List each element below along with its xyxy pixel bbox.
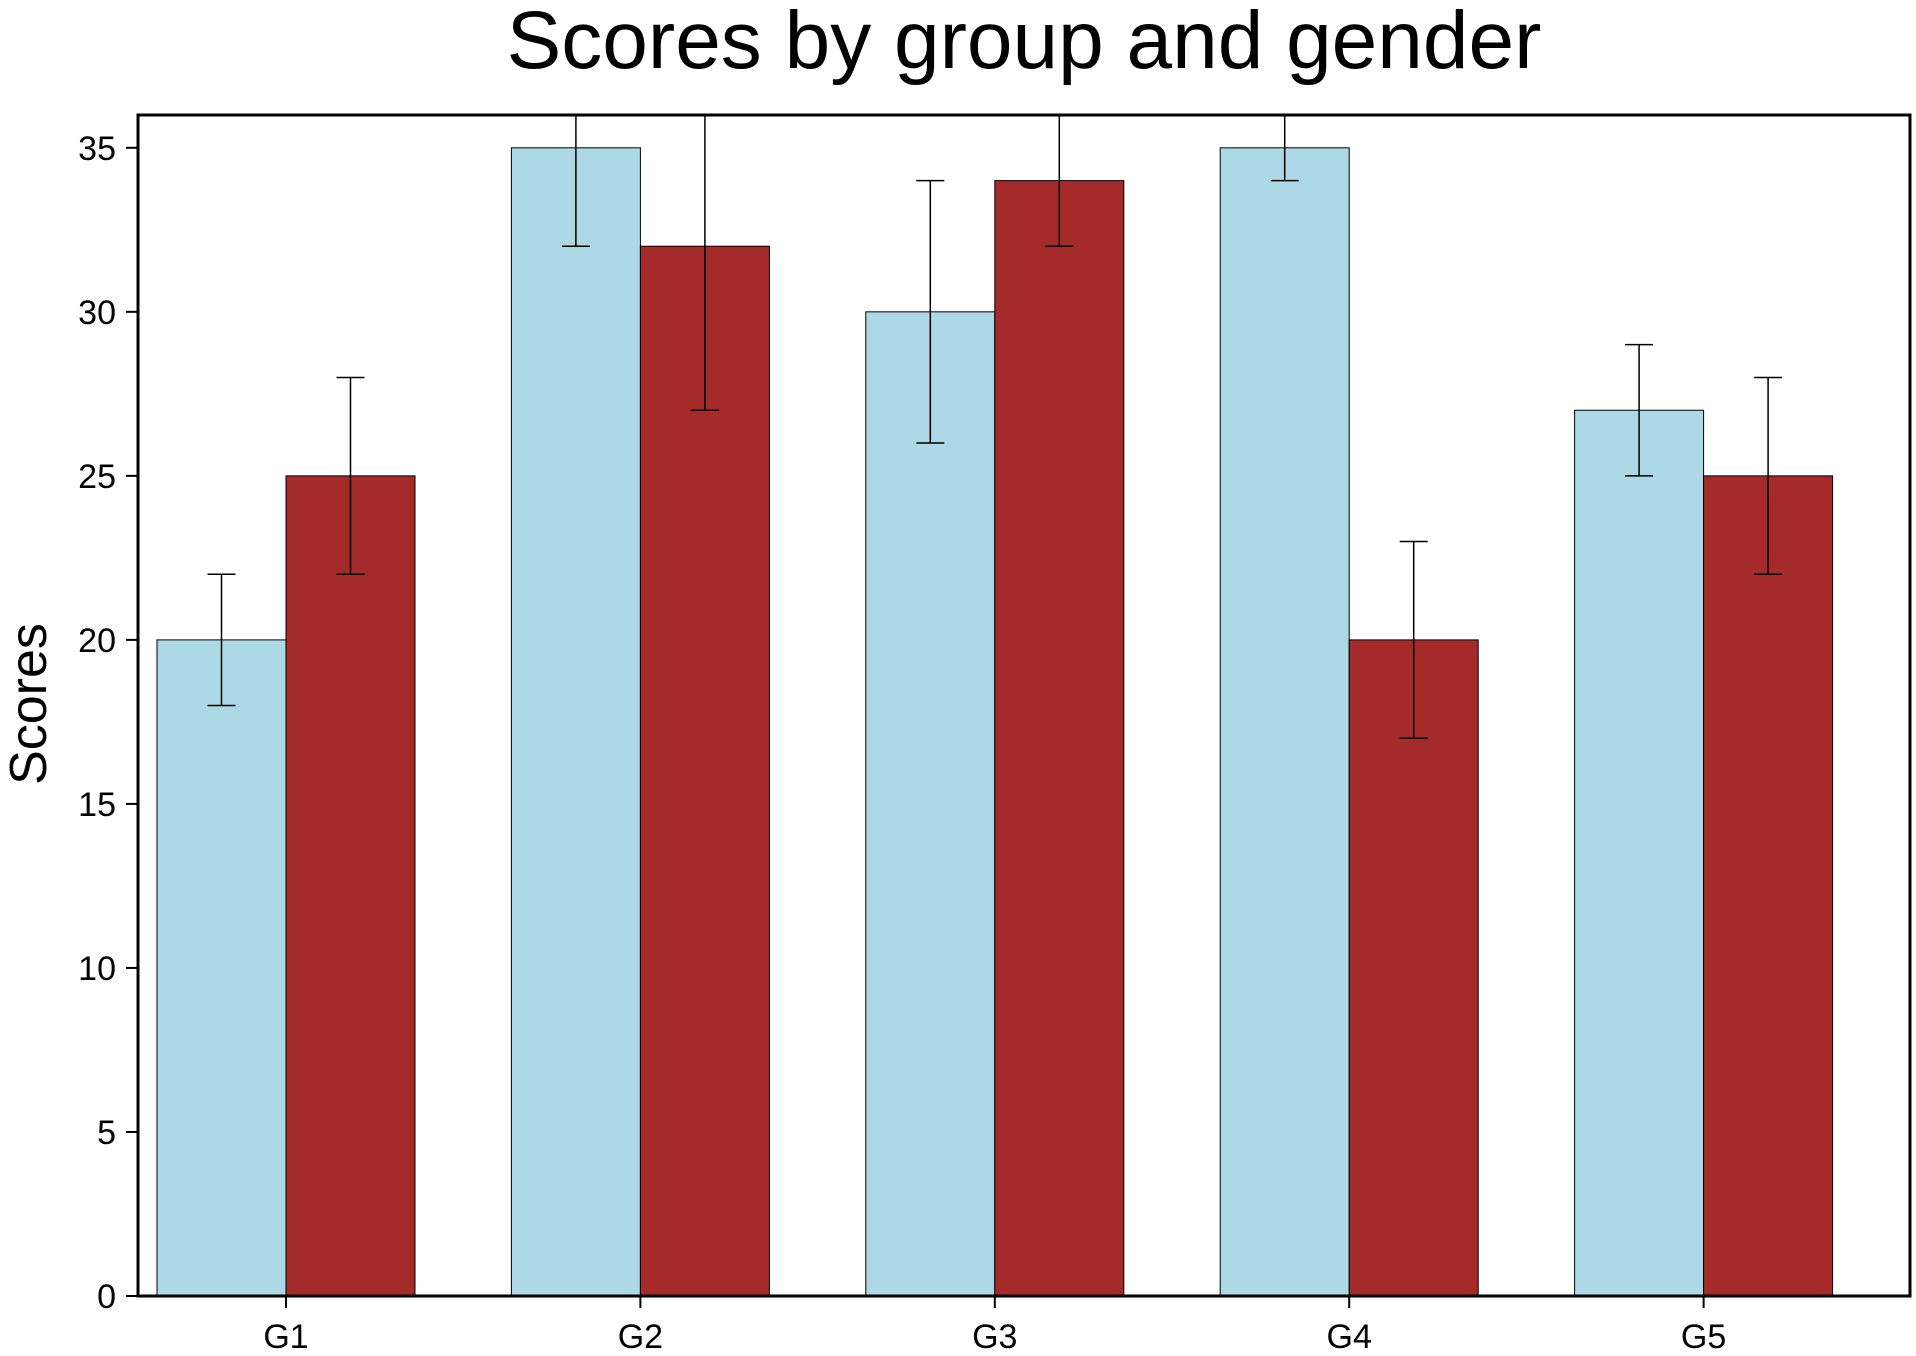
y-tick-label: 5 <box>97 1114 116 1152</box>
bar-G5-series-2 <box>1703 475 1834 1296</box>
bar-G4-series-1 <box>1219 147 1350 1296</box>
y-tick-label: 15 <box>78 786 116 824</box>
y-tick-label: 20 <box>78 622 116 660</box>
plot-area: 0 5 10 15 20 25 30 35 G1 G2 G3 G4 G5 <box>78 113 1912 1356</box>
plot-frame <box>136 113 1912 1298</box>
bars-group <box>156 115 1834 1296</box>
y-tick-label: 25 <box>78 458 116 496</box>
y-tick-label: 30 <box>78 294 116 332</box>
error-bar-G1-series-2 <box>336 376 365 576</box>
error-bar-G4-series-1 <box>1270 115 1299 182</box>
error-bar-G4-series-2 <box>1399 540 1428 740</box>
error-bar-G1-series-1 <box>207 573 236 707</box>
x-tick-label: G1 <box>263 1318 308 1356</box>
x-tick-label: G5 <box>1681 1318 1726 1356</box>
x-tick-label: G2 <box>618 1318 663 1356</box>
bar-G5-series-1 <box>1574 409 1705 1296</box>
bar-G1-series-2 <box>285 475 416 1296</box>
error-bar-G5-series-1 <box>1625 343 1654 477</box>
error-bar-G3-series-2 <box>1045 115 1074 247</box>
error-bar-G5-series-2 <box>1754 376 1783 576</box>
y-axis-label: Scores <box>0 623 58 785</box>
y-tick-label: 35 <box>78 130 116 168</box>
y-tick-label: 10 <box>78 950 116 988</box>
bar-G2-series-2 <box>639 245 770 1296</box>
bar-G3-series-1 <box>865 311 996 1296</box>
error-bar-G2-series-2 <box>690 115 719 411</box>
bar-G2-series-1 <box>510 147 641 1296</box>
bar-G1-series-1 <box>156 639 287 1296</box>
x-tick-label: G3 <box>972 1318 1017 1356</box>
x-tick-label: G4 <box>1327 1318 1372 1356</box>
error-bar-G2-series-1 <box>561 115 590 247</box>
bar-G4-series-2 <box>1348 639 1479 1296</box>
y-tick-label: 0 <box>97 1278 116 1316</box>
bar-G3-series-2 <box>994 180 1125 1296</box>
error-bar-G3-series-1 <box>916 179 945 444</box>
chart-title: Scores by group and gender <box>507 0 1542 86</box>
